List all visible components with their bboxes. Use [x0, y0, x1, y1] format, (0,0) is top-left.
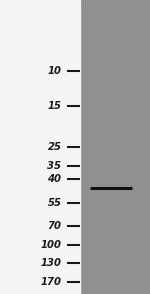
Text: 25: 25 — [48, 142, 61, 152]
Text: 100: 100 — [40, 240, 61, 250]
Bar — [80, 0, 150, 294]
Text: 15: 15 — [48, 101, 61, 111]
Text: 55: 55 — [48, 198, 61, 208]
Text: 40: 40 — [48, 174, 61, 184]
Text: 35: 35 — [48, 161, 61, 171]
Text: 10: 10 — [48, 66, 61, 76]
Text: 170: 170 — [40, 277, 61, 287]
Text: 130: 130 — [40, 258, 61, 268]
Text: 70: 70 — [48, 221, 61, 231]
Bar — [0, 0, 80, 294]
